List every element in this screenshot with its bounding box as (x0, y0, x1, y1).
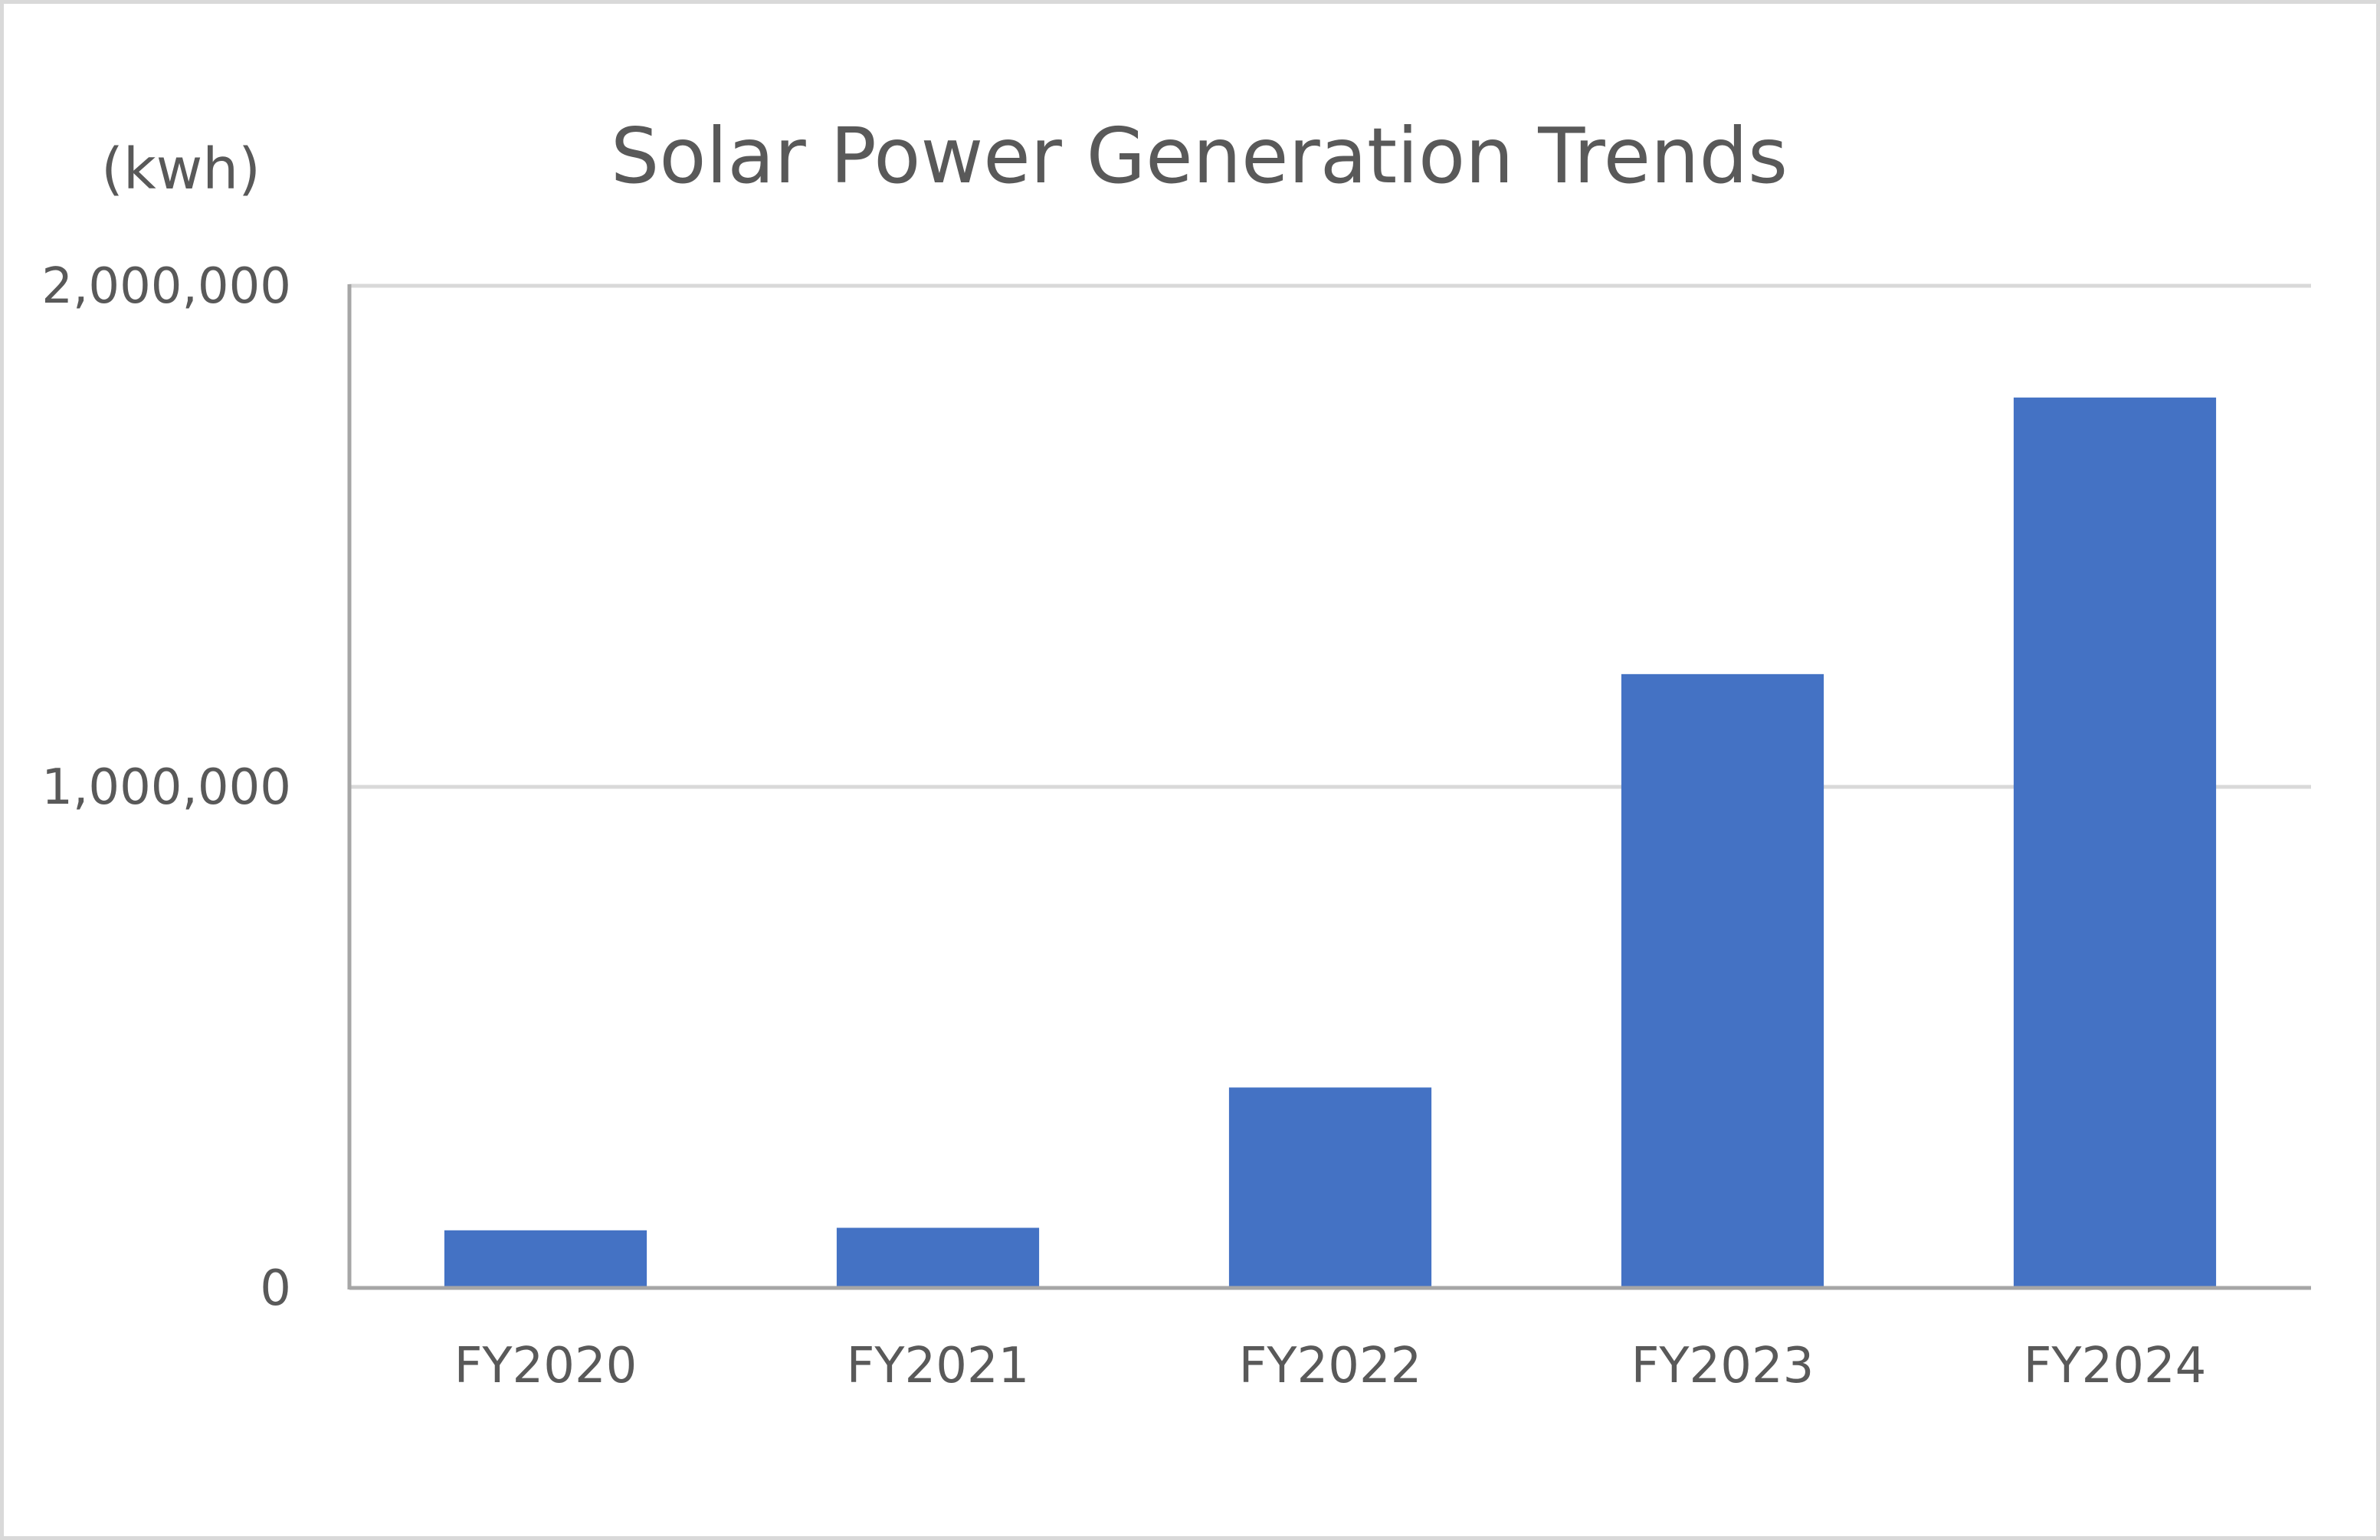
x-tick-label-fy2020: FY2020 (454, 1338, 638, 1394)
chart-title: Solar Power Generation Trends (611, 111, 1788, 201)
y-tick-label-1: 1,000,000 (41, 759, 291, 816)
y-tick-label-2: 2,000,000 (41, 258, 291, 315)
bar-fy2022 (1228, 1087, 1432, 1288)
bar-fy2021 (836, 1227, 1040, 1288)
y-axis-tick-labels: 0 1,000,000 2,000,000 (41, 258, 291, 1317)
x-tick-label-fy2022: FY2022 (1239, 1338, 1422, 1394)
gridlines (349, 283, 2311, 789)
bar-fy2023 (1621, 673, 1824, 1288)
y-tick-label-0: 0 (260, 1260, 291, 1317)
axes (347, 284, 2311, 1290)
x-axis-tick-labels: FY2020 FY2021 FY2022 FY2023 FY2024 (454, 1338, 2207, 1394)
bar-fy2020 (444, 1230, 647, 1288)
bars (444, 397, 2217, 1288)
bar-fy2024 (2013, 397, 2217, 1288)
x-tick-label-fy2023: FY2023 (1631, 1338, 1815, 1394)
x-tick-label-fy2021: FY2021 (847, 1338, 1030, 1394)
x-tick-label-fy2024: FY2024 (2024, 1338, 2207, 1394)
y-axis-unit-label: (kwh) (101, 136, 261, 202)
